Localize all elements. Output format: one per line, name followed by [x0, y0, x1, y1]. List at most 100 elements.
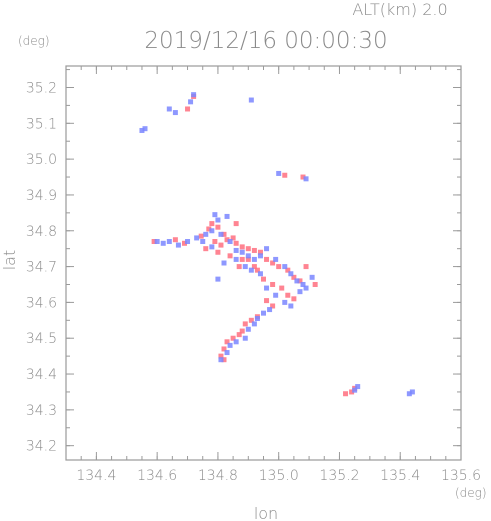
y-tick-label: 34.6 [26, 295, 57, 311]
data-point-positive [343, 391, 349, 397]
data-point-positive [230, 335, 236, 341]
data-point-negative [282, 264, 288, 270]
data-point-negative [233, 256, 239, 262]
data-point-positive [285, 292, 291, 298]
data-point-negative [209, 228, 215, 234]
data-point-negative [209, 244, 215, 250]
y-tick-label: 35.2 [26, 80, 57, 96]
data-point-negative [160, 240, 166, 246]
data-point-negative [242, 264, 248, 270]
data-point-negative [406, 391, 412, 397]
data-point-negative [203, 231, 209, 237]
data-point-positive [270, 260, 276, 266]
chart-subtitle: ALT(km) 2.0 [352, 0, 447, 19]
data-point-positive [218, 242, 224, 248]
data-point-negative [248, 267, 254, 273]
data-point-negative [218, 357, 224, 363]
data-point-positive [264, 298, 270, 304]
data-point-negative [200, 239, 206, 245]
data-point-negative [294, 278, 300, 284]
data-point-positive [221, 231, 227, 237]
data-point-negative [188, 99, 194, 105]
axis-ticks: 134.4 134.6 134.8 135.0 135.2 135.4 135.6 34.2 3… [26, 66, 481, 484]
y-tick-label: 34.8 [26, 224, 57, 240]
x-tick-label: 134.6 [137, 468, 177, 484]
data-point-negative [276, 170, 282, 176]
data-point-positive [291, 296, 297, 302]
data-point-negative [185, 239, 191, 245]
data-point-negative [139, 127, 145, 133]
data-point-positive [212, 239, 218, 245]
x-axis-label: lon [254, 504, 278, 521]
data-point-negative [303, 285, 309, 291]
data-point-negative [257, 253, 263, 259]
data-point-negative [194, 235, 200, 241]
data-point-negative [282, 299, 288, 305]
data-point-negative [212, 212, 218, 218]
x-unit-label: (deg) [455, 486, 487, 500]
data-point-positive [182, 240, 187, 246]
data-point-negative [224, 350, 230, 356]
y-tick-label: 34.2 [26, 439, 57, 455]
x-tick-label: 135.6 [441, 468, 481, 484]
data-point-positive [203, 246, 209, 252]
data-point-negative [309, 274, 315, 280]
y-tick-label: 34.5 [26, 331, 57, 347]
data-point-positive [245, 246, 251, 252]
data-point-positive [221, 357, 227, 363]
data-point-positive [172, 237, 178, 243]
data-point-positive [349, 389, 355, 395]
data-point-positive [236, 264, 242, 270]
data-point-positive [233, 221, 239, 227]
data-point-positive [257, 249, 263, 255]
data-point-negative [355, 384, 361, 390]
data-point-positive [221, 346, 227, 352]
data-point-positive [270, 281, 276, 287]
x-tick-label: 135.2 [319, 468, 359, 484]
plot-frame [65, 65, 462, 461]
data-point-negative [166, 239, 172, 245]
data-point-negative [142, 126, 148, 132]
data-point-positive [261, 276, 266, 282]
x-tick-label: 135.4 [380, 468, 420, 484]
data-point-positive [198, 233, 204, 239]
data-point-positive [236, 332, 242, 338]
data-point-negative [273, 256, 279, 262]
y-tick-label: 34.3 [26, 403, 57, 419]
data-point-positive [239, 256, 245, 262]
data-point-positive [291, 274, 297, 280]
data-point-negative [248, 97, 254, 103]
y-tick-label: 34.4 [26, 367, 57, 383]
x-tick-label: 135.0 [259, 468, 299, 484]
data-point-positive [282, 172, 288, 178]
data-point-positive [185, 106, 191, 112]
data-point-positive [209, 221, 215, 227]
data-point-positive [264, 256, 270, 262]
data-point-negative [267, 307, 273, 313]
data-point-negative [215, 217, 221, 223]
data-point-negative [218, 231, 224, 237]
data-point-positive [279, 285, 285, 291]
data-point-positive [215, 224, 221, 230]
data-point-positive [206, 226, 212, 232]
data-point-negative [297, 289, 303, 295]
data-point-negative [154, 239, 160, 245]
data-point-negative [227, 239, 233, 245]
data-point-negative [221, 260, 227, 266]
data-point-negative [300, 281, 306, 287]
data-point-positive [251, 247, 257, 253]
data-point-positive [276, 264, 282, 270]
data-point-positive [285, 267, 291, 273]
data-point-positive [230, 235, 236, 241]
data-point-positive [248, 317, 254, 323]
y-axis-label: lat [0, 250, 19, 271]
data-point-negative [245, 253, 251, 259]
data-point-positive [245, 256, 251, 262]
data-point-negative [254, 316, 260, 322]
data-point-positive [254, 267, 260, 273]
data-point-positive [303, 264, 309, 270]
data-point-negative [224, 213, 230, 219]
data-point-positive [224, 237, 230, 243]
data-point-negative [245, 326, 251, 332]
